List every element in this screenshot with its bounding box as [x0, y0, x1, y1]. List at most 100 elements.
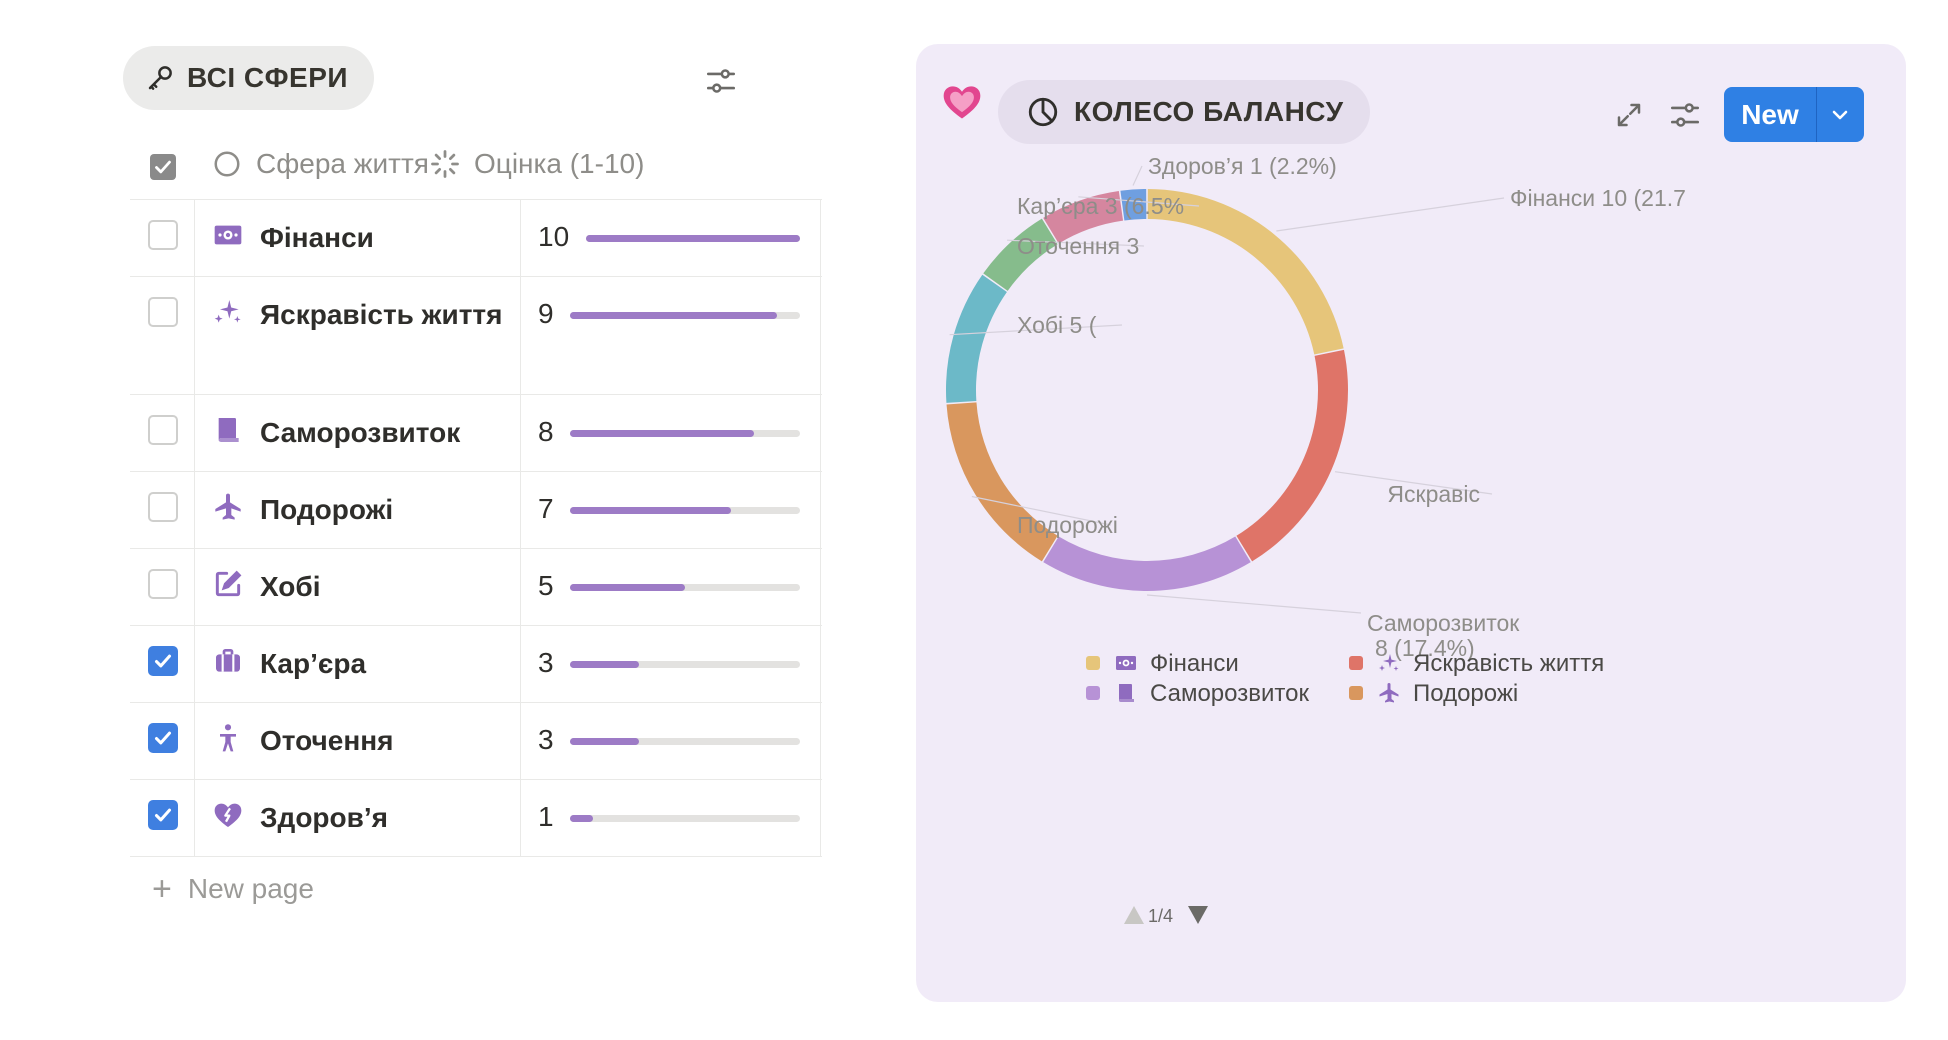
plus-icon: + — [152, 870, 172, 908]
legend-label: Саморозвиток — [1150, 680, 1309, 707]
pie-slice-6[interactable] — [1043, 190, 1124, 244]
legend-item-3[interactable]: Подорожі — [1349, 680, 1518, 707]
row-sphere-name[interactable]: Яскравість життя — [260, 299, 503, 330]
column-header-score-label: Оцінка (1-10) — [474, 148, 645, 179]
row-checkbox[interactable] — [148, 415, 178, 445]
title-circle-icon — [214, 151, 240, 177]
expand-icon[interactable] — [1614, 100, 1644, 130]
pie-slice-7[interactable] — [1120, 189, 1147, 221]
score-progress-bar — [570, 738, 800, 745]
score-progress-bar — [570, 312, 800, 319]
score-progress-fill — [570, 738, 639, 745]
row-checkbox[interactable] — [148, 723, 178, 753]
row-checkbox[interactable] — [148, 569, 178, 599]
legend-swatch — [1349, 656, 1363, 670]
row-divider — [820, 549, 821, 625]
score-progress-bar — [586, 235, 800, 242]
row-checkbox[interactable] — [148, 297, 178, 327]
row-divider — [520, 703, 521, 779]
table-row[interactable]: Кар’єра 3 — [130, 626, 822, 703]
row-divider — [194, 626, 195, 702]
legend-swatch — [1349, 686, 1363, 700]
pager-down-icon[interactable] — [1188, 906, 1208, 924]
new-button-divider — [1816, 87, 1817, 142]
table-row[interactable]: Хобі 5 — [130, 549, 822, 626]
view-tab-all-spheres[interactable]: ВСІ СФЕРИ — [123, 46, 375, 110]
new-page-label: New page — [187, 873, 314, 904]
score-progress-bar — [570, 430, 800, 437]
select-all-checkbox[interactable] — [150, 154, 176, 180]
chart-label-1: Яскравіс — [1387, 481, 1480, 507]
table-row[interactable]: Подорожі 7 — [130, 472, 822, 549]
legend-item-2[interactable]: Саморозвиток — [1086, 680, 1309, 707]
score-progress-fill — [570, 815, 593, 822]
row-checkbox[interactable] — [148, 492, 178, 522]
filter-settings-icon[interactable] — [704, 64, 738, 98]
column-header-score[interactable]: Оцінка (1-10) — [430, 148, 644, 180]
new-page-button[interactable]: + New page — [152, 870, 314, 908]
pager-up-icon[interactable] — [1124, 906, 1144, 924]
row-divider — [520, 780, 521, 856]
row-divider — [194, 277, 195, 394]
chart-label-6: Кар’єра 3 (6.5% — [1017, 193, 1184, 219]
pie-slice-2[interactable] — [1043, 536, 1251, 591]
new-button[interactable]: New — [1724, 87, 1864, 142]
row-divider — [520, 277, 521, 394]
airplane-icon — [1379, 683, 1399, 703]
chart-label-2: Саморозвиток — [1367, 610, 1520, 636]
score-progress-fill — [586, 235, 800, 242]
edit-square-icon — [212, 568, 244, 600]
row-score-value[interactable]: 1 — [538, 801, 554, 832]
row-divider — [194, 703, 195, 779]
checkmark-icon — [154, 808, 172, 822]
pie-slice-1[interactable] — [1236, 349, 1348, 562]
column-header-sphere[interactable]: Сфера життя — [212, 148, 429, 180]
row-checkbox[interactable] — [148, 800, 178, 830]
chart-settings-icon[interactable] — [1668, 98, 1702, 132]
briefcase-icon — [212, 645, 244, 677]
row-checkbox[interactable] — [148, 646, 178, 676]
legend-item-1[interactable]: Яскравість життя — [1349, 650, 1604, 677]
heart-pulse-icon — [212, 799, 244, 831]
pie-chart-icon — [1028, 97, 1058, 127]
score-progress-bar — [570, 661, 800, 668]
row-divider — [520, 395, 521, 471]
score-progress-bar — [570, 507, 800, 514]
pie-slice-3[interactable] — [946, 402, 1058, 562]
chevron-down-icon[interactable] — [1828, 103, 1852, 127]
pie-slice-0[interactable] — [1147, 189, 1344, 355]
row-divider — [820, 200, 821, 276]
spheres-table: Сфера життя Оцінка (1-10) Фінанси 10 Яск… — [130, 133, 822, 857]
row-score-value[interactable]: 9 — [538, 298, 554, 329]
legend-label: Яскравість життя — [1413, 650, 1604, 677]
row-checkbox[interactable] — [148, 220, 178, 250]
row-sphere-name[interactable]: Кар’єра — [260, 648, 367, 679]
row-divider — [820, 395, 821, 471]
pie-slice-5[interactable] — [983, 218, 1058, 291]
row-sphere-name[interactable]: Фінанси — [260, 222, 374, 253]
row-sphere-name[interactable]: Подорожі — [260, 494, 394, 525]
row-score-value[interactable]: 3 — [538, 647, 554, 678]
table-row[interactable]: Здоров’я 1 — [130, 780, 822, 857]
score-progress-fill — [570, 584, 685, 591]
row-sphere-name[interactable]: Оточення — [260, 725, 394, 756]
row-score-value[interactable]: 10 — [538, 221, 570, 252]
table-row[interactable]: Фінанси 10 — [130, 200, 822, 277]
row-score-value[interactable]: 8 — [538, 416, 554, 447]
chart-label-5: Оточення 3 — [1017, 233, 1139, 259]
table-row[interactable]: Оточення 3 — [130, 703, 822, 780]
row-sphere-name[interactable]: Хобі — [260, 571, 321, 602]
leader-line-1 — [1334, 471, 1493, 495]
row-sphere-name[interactable]: Саморозвиток — [260, 417, 461, 448]
row-sphere-name[interactable]: Здоров’я — [260, 802, 388, 833]
legend-item-0[interactable]: Фінанси — [1086, 650, 1239, 677]
chart-view-tab[interactable]: КОЛЕСО БАЛАНСУ — [998, 80, 1370, 144]
row-score-value[interactable]: 7 — [538, 493, 554, 524]
row-score-value[interactable]: 3 — [538, 724, 554, 755]
pie-slice-4[interactable] — [946, 274, 1007, 403]
row-score-value[interactable]: 5 — [538, 570, 554, 601]
table-row[interactable]: Яскравість життя 9 — [130, 277, 822, 395]
score-progress-bar — [570, 815, 800, 822]
table-row[interactable]: Саморозвиток 8 — [130, 395, 822, 472]
